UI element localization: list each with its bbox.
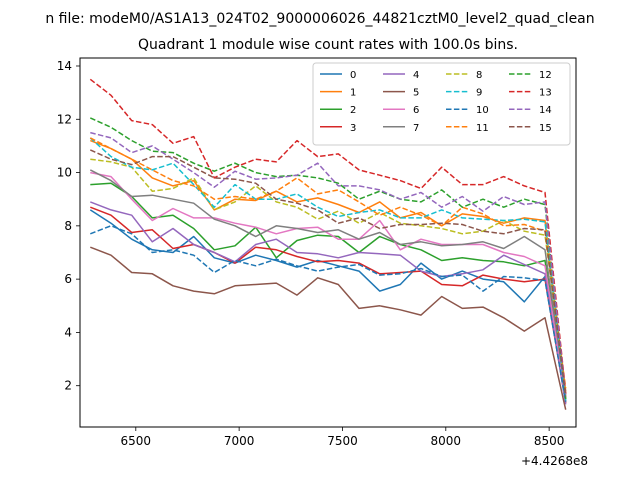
- x-tick-label: 6500: [121, 434, 152, 448]
- series-line-11: [89, 137, 567, 389]
- x-offset-label: +4.4268e8: [521, 454, 588, 468]
- x-tick-label: 7000: [224, 434, 255, 448]
- series-line-12: [89, 117, 567, 400]
- legend-label-7: 7: [413, 123, 419, 134]
- legend-label-14: 14: [539, 105, 552, 116]
- series-line-7: [89, 169, 567, 396]
- legend-box: [312, 62, 571, 146]
- x-axis: 6500 7000 7500 8000 8500: [121, 427, 565, 448]
- series-line-14: [90, 131, 567, 397]
- legend-label-3: 3: [350, 123, 356, 134]
- series-line-4: [90, 201, 567, 405]
- y-tick-label: 8: [64, 219, 72, 233]
- legend-label-11: 11: [476, 123, 489, 134]
- series-line-3: [90, 206, 567, 404]
- legend-label-2: 2: [350, 105, 356, 116]
- series-line-13: [89, 78, 567, 394]
- x-tick-label: 8000: [431, 434, 462, 448]
- series-line-0: [89, 209, 567, 402]
- legend-label-13: 13: [539, 88, 552, 99]
- legend-label-15: 15: [539, 123, 552, 134]
- legend-label-12: 12: [539, 70, 552, 81]
- y-tick-label: 10: [57, 166, 72, 180]
- x-tick-label: 7500: [327, 434, 358, 448]
- y-tick-label: 14: [57, 59, 72, 73]
- series-layer: [89, 78, 567, 410]
- series-line-10: [90, 225, 567, 402]
- legend-label-9: 9: [476, 88, 482, 99]
- legend-label-5: 5: [413, 88, 419, 99]
- y-tick-label: 4: [64, 325, 72, 339]
- chart-suptitle: n file: modeM0/AS1A13_024T02_9000006026_…: [45, 11, 594, 27]
- series-line-2: [90, 182, 567, 400]
- y-tick-label: 6: [64, 272, 72, 286]
- series-line-8: [90, 158, 567, 392]
- series-line-1: [90, 139, 567, 394]
- series-line-9: [89, 137, 567, 401]
- series-line-6: [90, 171, 567, 398]
- series-line-5: [90, 246, 567, 410]
- axes-frame: [79, 57, 577, 428]
- legend-label-10: 10: [476, 105, 489, 116]
- y-axis: 2 4 6 8 10 12 14: [57, 59, 80, 393]
- legend-label-0: 0: [350, 70, 356, 81]
- legend-label-8: 8: [476, 70, 482, 81]
- chart-title: Quadrant 1 module wise count rates with …: [138, 37, 518, 53]
- legend-label-6: 6: [413, 105, 419, 116]
- y-tick-label: 12: [57, 112, 72, 126]
- legend-label-4: 4: [413, 70, 419, 81]
- series-line-15: [89, 149, 567, 397]
- y-tick-label: 2: [64, 379, 72, 393]
- legend-label-1: 1: [350, 88, 356, 99]
- x-tick-label: 8500: [534, 434, 565, 448]
